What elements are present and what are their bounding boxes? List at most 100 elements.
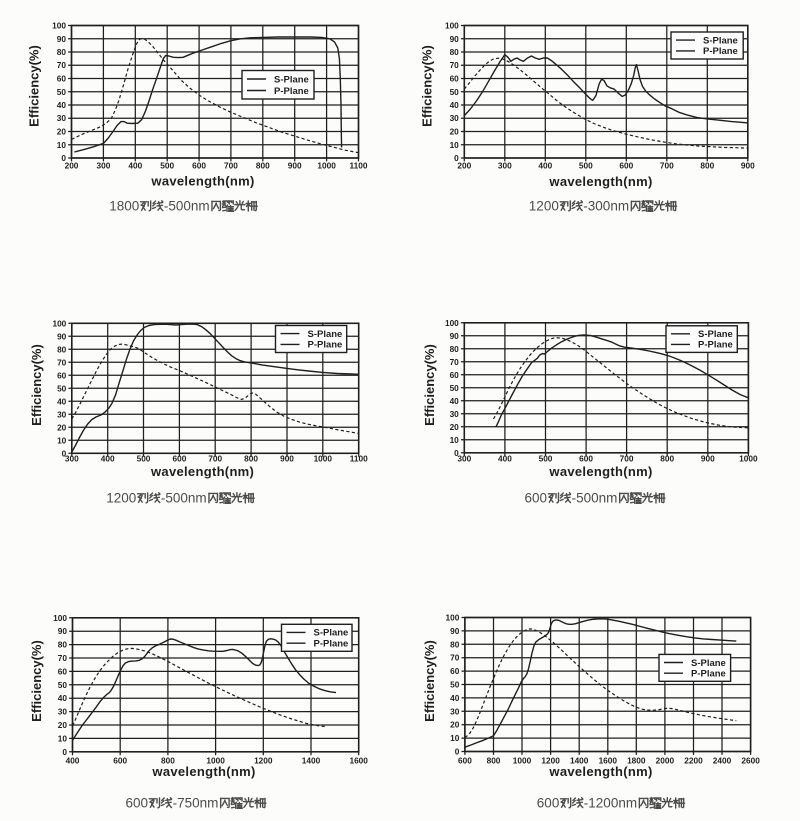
svg-text:100: 100 <box>445 318 459 328</box>
svg-text:30: 30 <box>450 113 460 123</box>
svg-text:2200: 2200 <box>684 756 703 766</box>
svg-text:2000: 2000 <box>656 756 675 766</box>
svg-text:60: 60 <box>57 74 67 84</box>
svg-text:-500nm: -500nm <box>164 198 210 213</box>
svg-text:900: 900 <box>701 454 715 464</box>
svg-text:60: 60 <box>57 370 67 380</box>
svg-text:30: 30 <box>57 409 67 419</box>
svg-text:10: 10 <box>450 435 460 445</box>
svg-text:30: 30 <box>57 113 67 123</box>
svg-text:40: 40 <box>58 693 68 703</box>
svg-text:50: 50 <box>450 87 460 97</box>
svg-text:2600: 2600 <box>741 756 760 766</box>
svg-text:90: 90 <box>57 34 67 44</box>
svg-text:wavelength(nm): wavelength(nm) <box>548 764 652 779</box>
svg-text:P-Plane: P-Plane <box>314 639 349 650</box>
svg-text:1600: 1600 <box>599 756 618 766</box>
svg-text:400: 400 <box>66 756 80 766</box>
svg-text:20: 20 <box>57 127 67 137</box>
svg-text:500: 500 <box>137 454 151 464</box>
svg-text:-500nm: -500nm <box>161 490 207 505</box>
svg-text:1800: 1800 <box>109 198 139 213</box>
svg-text:P-Plane: P-Plane <box>691 669 726 680</box>
svg-text:Efficiency(%): Efficiency(%) <box>420 45 435 127</box>
svg-text:500: 500 <box>579 161 593 171</box>
svg-text:20: 20 <box>450 720 460 730</box>
svg-text:wavelength(nm): wavelength(nm) <box>150 174 254 189</box>
svg-text:40: 40 <box>57 100 67 110</box>
svg-text:90: 90 <box>58 626 68 636</box>
svg-text:90: 90 <box>57 331 67 341</box>
svg-text:1200: 1200 <box>106 490 136 505</box>
svg-text:700: 700 <box>660 161 674 171</box>
svg-text:70: 70 <box>57 357 67 367</box>
svg-text:200: 200 <box>65 161 79 171</box>
svg-text:10: 10 <box>450 140 460 150</box>
svg-text:1100: 1100 <box>350 161 368 171</box>
svg-text:200: 200 <box>457 161 471 171</box>
svg-text:1100: 1100 <box>350 454 368 464</box>
svg-text:40: 40 <box>450 693 460 703</box>
svg-text:-300nm: -300nm <box>583 198 629 213</box>
svg-text:60: 60 <box>450 370 460 380</box>
svg-text:0: 0 <box>61 153 66 163</box>
svg-text:800: 800 <box>256 161 270 171</box>
svg-text:600: 600 <box>537 795 560 810</box>
svg-text:80: 80 <box>450 47 460 57</box>
svg-text:1200: 1200 <box>254 756 273 766</box>
svg-text:40: 40 <box>450 396 460 406</box>
svg-text:wavelength(nm): wavelength(nm) <box>548 174 652 189</box>
svg-text:0: 0 <box>62 747 67 757</box>
svg-text:100: 100 <box>445 21 459 31</box>
svg-text:1200: 1200 <box>541 756 560 766</box>
svg-text:1000: 1000 <box>314 454 333 464</box>
svg-text:900: 900 <box>288 161 302 171</box>
svg-text:1000: 1000 <box>739 454 758 464</box>
svg-text:10: 10 <box>57 435 67 445</box>
svg-text:40: 40 <box>57 396 67 406</box>
svg-text:2400: 2400 <box>713 756 732 766</box>
svg-text:wavelength(nm): wavelength(nm) <box>151 764 255 779</box>
svg-text:-1200nm: -1200nm <box>584 795 637 810</box>
svg-text:70: 70 <box>450 357 460 367</box>
svg-text:S-Plane: S-Plane <box>308 329 343 340</box>
svg-text:20: 20 <box>58 720 68 730</box>
svg-text:Efficiency(%): Efficiency(%) <box>29 344 44 426</box>
svg-text:-750nm: -750nm <box>173 795 219 810</box>
svg-text:800: 800 <box>244 454 258 464</box>
svg-text:800: 800 <box>161 756 175 766</box>
svg-text:10: 10 <box>450 733 460 743</box>
svg-text:1000: 1000 <box>317 161 336 171</box>
svg-text:30: 30 <box>58 707 68 717</box>
svg-text:80: 80 <box>57 344 67 354</box>
svg-text:300: 300 <box>498 161 512 171</box>
svg-text:100: 100 <box>446 613 460 623</box>
svg-text:30: 30 <box>450 706 460 716</box>
svg-text:80: 80 <box>58 640 68 650</box>
svg-text:10: 10 <box>58 733 68 743</box>
svg-text:0: 0 <box>454 153 459 163</box>
svg-text:60: 60 <box>450 666 460 676</box>
svg-text:80: 80 <box>57 47 67 57</box>
svg-text:-500nm: -500nm <box>572 490 618 505</box>
svg-text:50: 50 <box>450 680 460 690</box>
svg-text:60: 60 <box>58 666 68 676</box>
svg-text:50: 50 <box>57 87 67 97</box>
svg-text:1400: 1400 <box>302 756 321 766</box>
svg-text:20: 20 <box>57 422 67 432</box>
svg-text:90: 90 <box>450 34 460 44</box>
svg-text:Efficiency(%): Efficiency(%) <box>422 640 437 722</box>
svg-text:900: 900 <box>280 454 294 464</box>
svg-text:100: 100 <box>53 613 67 623</box>
svg-text:S-Plane: S-Plane <box>703 35 738 46</box>
svg-text:70: 70 <box>57 60 67 70</box>
svg-text:1400: 1400 <box>570 756 589 766</box>
svg-text:400: 400 <box>101 454 115 464</box>
svg-text:50: 50 <box>57 383 67 393</box>
svg-text:600: 600 <box>172 454 186 464</box>
svg-text:300: 300 <box>457 454 471 464</box>
svg-text:600: 600 <box>113 756 127 766</box>
svg-text:70: 70 <box>58 653 68 663</box>
svg-text:Efficiency(%): Efficiency(%) <box>422 344 437 426</box>
svg-text:P-Plane: P-Plane <box>308 340 343 351</box>
